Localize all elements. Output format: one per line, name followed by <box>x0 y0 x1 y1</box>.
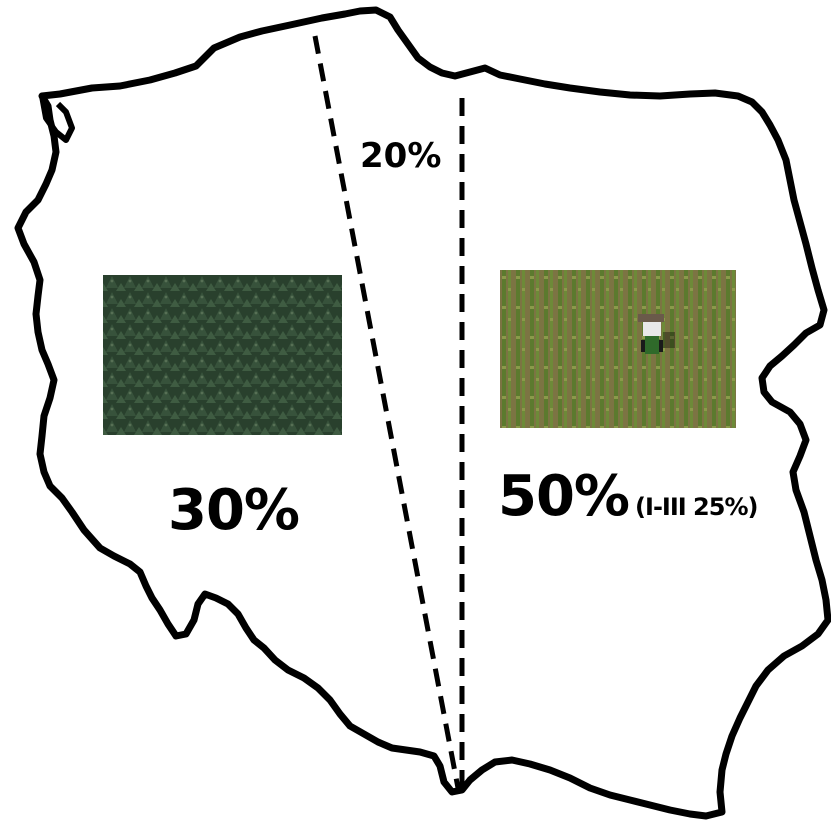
middle-share-label: 20% <box>360 136 442 176</box>
forest-photo <box>103 275 342 435</box>
coast-notch <box>39 95 75 143</box>
agri-share-value: 50% <box>498 464 630 529</box>
field-photo <box>500 270 736 428</box>
poland-outline <box>14 6 831 820</box>
tractor-icon <box>638 314 675 354</box>
agri-share-subnote: (I-III 25%) <box>635 493 758 521</box>
agri-share-label: 50% (I-III 25%) <box>498 464 758 529</box>
forest-share-label: 30% <box>168 478 300 543</box>
division-line-west <box>312 35 461 789</box>
